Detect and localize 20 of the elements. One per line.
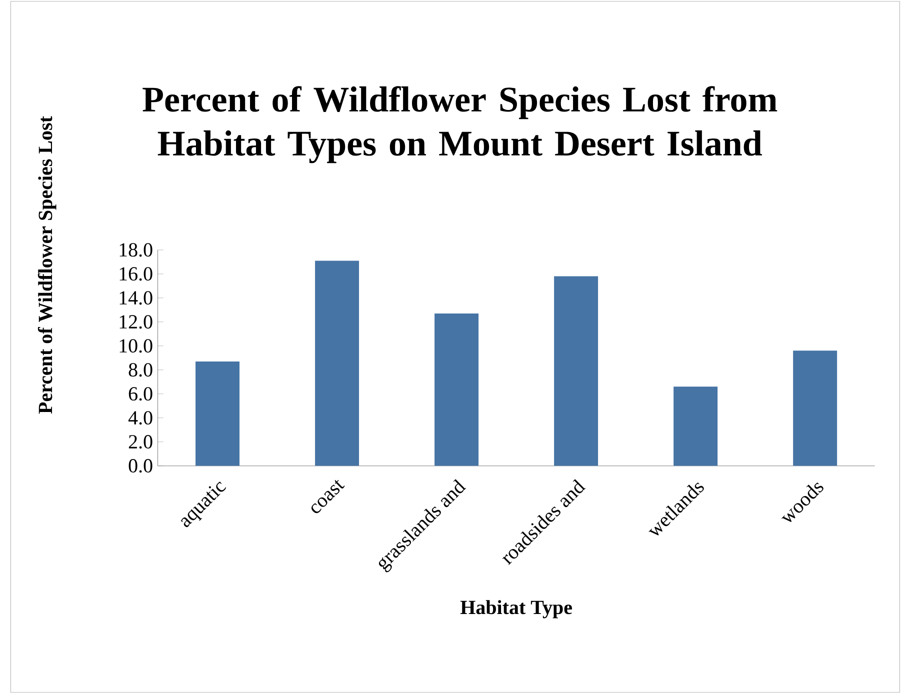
x-axis-title: Habitat Type	[460, 600, 572, 618]
bar	[674, 386, 718, 466]
y-tick-label: 12.0	[120, 315, 152, 329]
bar	[793, 350, 838, 466]
y-tick-label: 10.0	[120, 339, 152, 353]
bar	[315, 260, 360, 466]
y-tick-label: 2.0	[128, 435, 152, 449]
bar	[554, 276, 598, 466]
x-tick-label: coast	[312, 480, 345, 514]
chart-title: Percent of Wildflower Species Lost from Habitat Types on Mount Desert Island	[142, 86, 778, 164]
y-tick-label: 16.0	[120, 267, 152, 281]
y-tick-label: 4.0	[128, 411, 152, 425]
y-tick-label: 8.0	[128, 363, 152, 377]
y-axis-title: Percent of Wildflower Species Lost	[38, 116, 56, 414]
y-tick-label: 6.0	[128, 387, 152, 401]
y-tick-label: 0.0	[128, 459, 152, 473]
bar	[196, 362, 240, 466]
y-tick-label: 18.0	[120, 243, 152, 257]
y-tick-label: 14.0	[120, 291, 152, 305]
bar	[434, 314, 479, 466]
